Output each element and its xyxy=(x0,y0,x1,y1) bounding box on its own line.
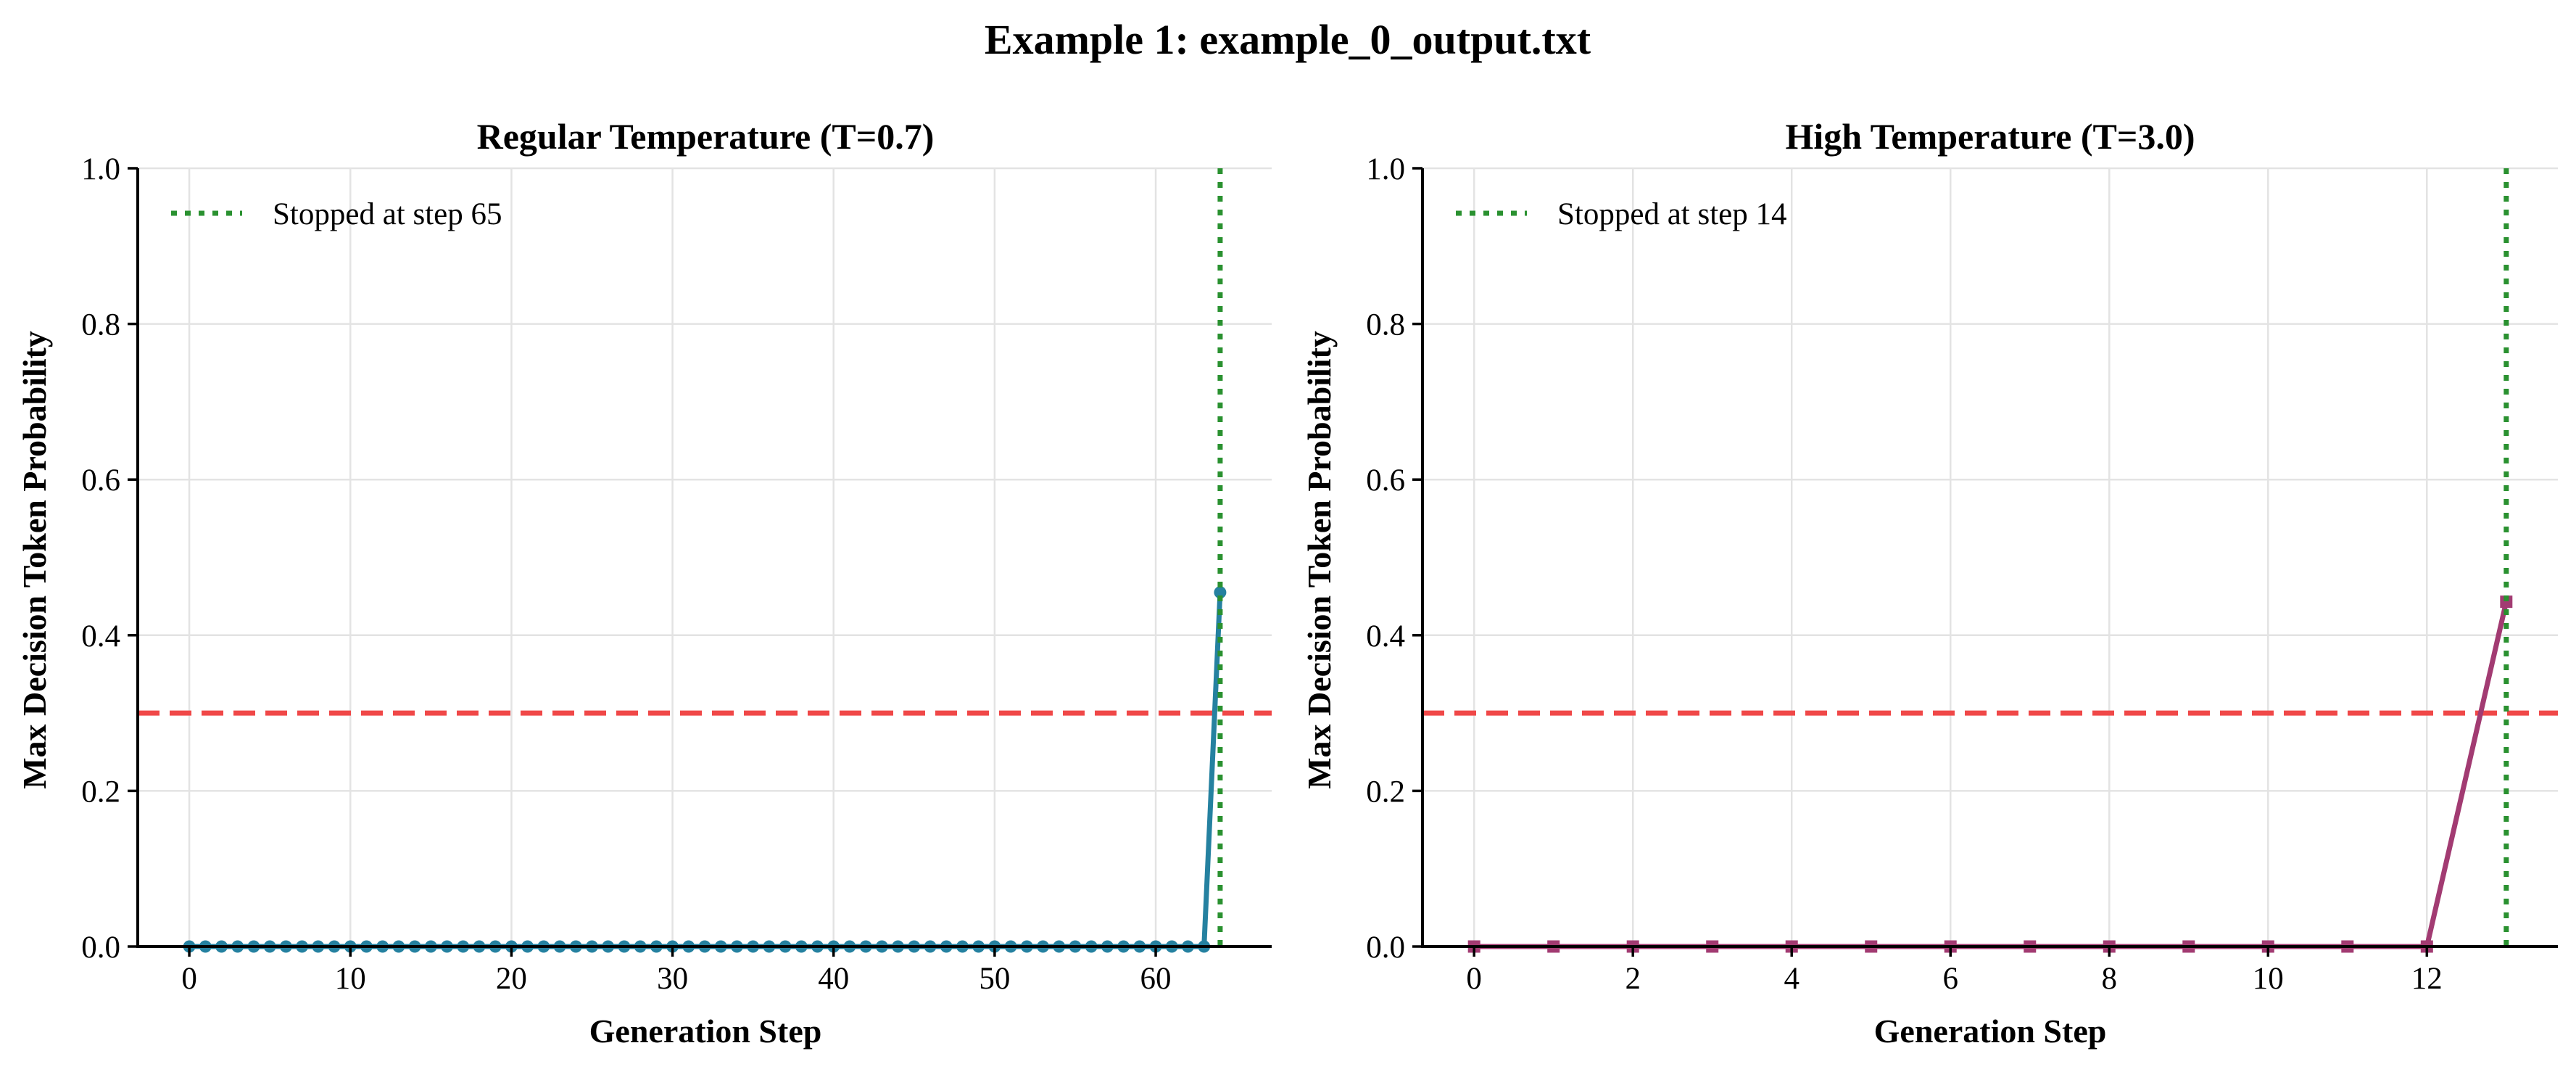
series-line xyxy=(189,592,1223,949)
x-tick-label: 10 xyxy=(2253,962,2284,996)
x-tick-label: 2 xyxy=(1625,962,1641,996)
legend-label: Stopped at step 14 xyxy=(1557,197,1787,231)
legend: Stopped at step 65 xyxy=(171,197,502,231)
x-tick-label: 10 xyxy=(335,962,366,996)
grid xyxy=(138,167,1272,948)
x-tick-label: 50 xyxy=(979,962,1010,996)
figure-title: Example 1: example_0_output.txt xyxy=(985,16,1591,63)
y-axis-label: Max Decision Token Probability xyxy=(1301,331,1338,789)
y-tick-label: 0.0 xyxy=(81,931,120,965)
chart-high-temperature: High Temperature (T=3.0) Generation Step… xyxy=(1301,116,2558,1050)
chart-title: High Temperature (T=3.0) xyxy=(1785,116,2195,157)
grid xyxy=(1422,167,2558,948)
legend: Stopped at step 14 xyxy=(1456,197,1787,231)
x-tick-label: 4 xyxy=(1784,962,1800,996)
y-tick-label: 1.0 xyxy=(81,152,120,186)
y-tick-label: 0.0 xyxy=(1366,931,1405,965)
y-tick-label: 1.0 xyxy=(1366,152,1405,186)
chart-title: Regular Temperature (T=0.7) xyxy=(477,116,935,157)
x-tick-label: 12 xyxy=(2411,962,2443,996)
series-line xyxy=(1474,601,2509,949)
y-tick-label: 0.2 xyxy=(1366,775,1405,809)
axes: 0 10 20 30 40 50 60 0.0 0.2 0.4 0.6 0.8 1.0 xyxy=(81,152,1272,996)
x-tick-label: 6 xyxy=(1942,962,1958,996)
x-tick-label: 8 xyxy=(2102,962,2118,996)
chart-regular-temperature: Regular Temperature (T=0.7) Generation S… xyxy=(16,116,1272,1050)
axes: 0 2 4 6 8 10 12 0.0 0.2 0.4 0.6 0.8 1.0 xyxy=(1366,152,2558,996)
y-tick-label: 0.4 xyxy=(1366,619,1405,653)
x-axis-label: Generation Step xyxy=(1874,1013,2107,1050)
x-tick-label: 30 xyxy=(657,962,688,996)
y-tick-label: 0.4 xyxy=(81,619,120,653)
data-point xyxy=(2500,595,2513,609)
x-tick-label: 40 xyxy=(818,962,849,996)
legend-label: Stopped at step 65 xyxy=(273,197,502,231)
y-tick-label: 0.6 xyxy=(81,463,120,498)
y-tick-label: 0.6 xyxy=(1366,463,1405,498)
y-axis-label: Max Decision Token Probability xyxy=(16,331,53,789)
series-layer xyxy=(1467,595,2513,953)
x-tick-label: 0 xyxy=(181,962,197,996)
x-tick-label: 0 xyxy=(1466,962,1482,996)
series-layer xyxy=(183,586,1227,953)
x-tick-label: 20 xyxy=(496,962,527,996)
y-tick-label: 0.2 xyxy=(81,775,120,809)
x-tick-label: 60 xyxy=(1140,962,1172,996)
y-tick-label: 0.8 xyxy=(81,308,120,342)
y-tick-label: 0.8 xyxy=(1366,308,1405,342)
data-point xyxy=(1214,586,1227,599)
x-axis-label: Generation Step xyxy=(589,1013,822,1050)
